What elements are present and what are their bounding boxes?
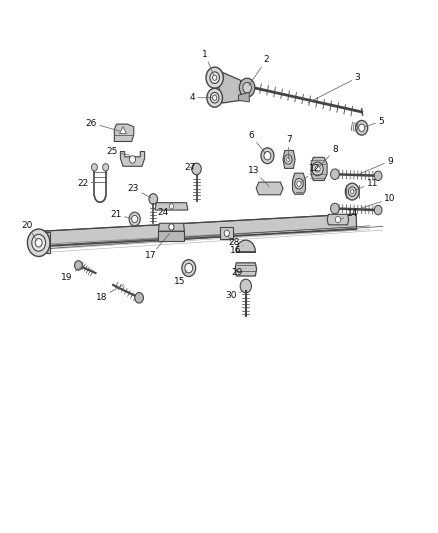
Text: 15: 15 xyxy=(173,270,187,286)
Text: 13: 13 xyxy=(248,166,269,187)
Circle shape xyxy=(35,239,42,247)
Text: 28: 28 xyxy=(229,238,243,247)
Circle shape xyxy=(284,155,292,164)
Circle shape xyxy=(182,260,196,277)
Text: 21: 21 xyxy=(110,211,132,219)
Polygon shape xyxy=(159,223,184,231)
Polygon shape xyxy=(283,150,295,168)
Polygon shape xyxy=(159,231,184,241)
Text: 10: 10 xyxy=(359,195,396,209)
Circle shape xyxy=(297,181,301,187)
Circle shape xyxy=(212,75,217,80)
Polygon shape xyxy=(155,203,188,210)
Text: 7: 7 xyxy=(286,135,292,159)
Circle shape xyxy=(345,183,359,200)
Circle shape xyxy=(132,215,138,223)
Bar xyxy=(42,232,50,253)
Circle shape xyxy=(359,124,365,132)
Text: 6: 6 xyxy=(248,131,266,154)
Circle shape xyxy=(212,95,217,100)
Circle shape xyxy=(240,279,251,293)
Text: 22: 22 xyxy=(77,179,97,188)
Circle shape xyxy=(169,224,174,230)
Polygon shape xyxy=(327,214,349,225)
Text: 29: 29 xyxy=(231,268,246,277)
Text: 27: 27 xyxy=(184,163,195,172)
Circle shape xyxy=(169,204,173,209)
Text: 26: 26 xyxy=(86,118,120,131)
Circle shape xyxy=(239,78,255,97)
Circle shape xyxy=(32,235,46,251)
Polygon shape xyxy=(293,173,305,194)
Circle shape xyxy=(331,203,339,214)
Text: 5: 5 xyxy=(364,117,384,127)
Text: 25: 25 xyxy=(106,147,130,156)
Text: 8: 8 xyxy=(319,145,338,167)
Text: 2: 2 xyxy=(249,55,269,85)
Circle shape xyxy=(74,261,82,270)
Circle shape xyxy=(149,193,158,204)
Text: 18: 18 xyxy=(95,285,124,302)
Circle shape xyxy=(312,162,323,176)
Circle shape xyxy=(210,72,219,84)
Circle shape xyxy=(206,67,223,88)
Text: 1: 1 xyxy=(202,50,214,75)
Circle shape xyxy=(185,263,193,273)
Text: 12: 12 xyxy=(301,164,321,183)
Text: 19: 19 xyxy=(61,265,84,281)
Text: 16: 16 xyxy=(228,236,241,255)
Circle shape xyxy=(102,164,109,171)
Polygon shape xyxy=(219,72,240,103)
Polygon shape xyxy=(120,127,127,134)
Circle shape xyxy=(356,120,368,135)
Circle shape xyxy=(192,163,201,175)
Circle shape xyxy=(129,212,140,226)
Text: 17: 17 xyxy=(145,233,170,261)
Text: 4: 4 xyxy=(189,93,212,102)
Circle shape xyxy=(286,157,290,161)
Bar xyxy=(220,228,233,239)
Circle shape xyxy=(264,151,271,160)
Text: 11: 11 xyxy=(355,179,378,190)
Wedge shape xyxy=(236,240,255,252)
Circle shape xyxy=(315,166,320,172)
Polygon shape xyxy=(114,124,134,141)
Text: 14: 14 xyxy=(340,209,358,220)
Circle shape xyxy=(224,230,230,237)
Circle shape xyxy=(243,83,251,93)
Text: 20: 20 xyxy=(21,221,37,240)
Circle shape xyxy=(28,229,50,256)
Polygon shape xyxy=(238,92,249,102)
Circle shape xyxy=(295,179,304,189)
Polygon shape xyxy=(38,214,357,247)
Circle shape xyxy=(135,293,143,303)
Text: 3: 3 xyxy=(308,73,360,103)
Circle shape xyxy=(210,92,219,103)
Text: 24: 24 xyxy=(157,207,171,217)
Polygon shape xyxy=(120,151,145,166)
Circle shape xyxy=(374,205,382,215)
Text: 30: 30 xyxy=(226,291,243,300)
Polygon shape xyxy=(256,182,283,195)
Circle shape xyxy=(207,88,223,107)
Circle shape xyxy=(92,164,98,171)
Circle shape xyxy=(130,156,135,163)
Text: 23: 23 xyxy=(128,184,151,198)
Circle shape xyxy=(331,169,339,180)
Circle shape xyxy=(261,148,274,164)
Polygon shape xyxy=(311,157,327,181)
Circle shape xyxy=(336,216,340,223)
Circle shape xyxy=(348,187,356,196)
Circle shape xyxy=(374,171,382,181)
Circle shape xyxy=(350,190,354,193)
Polygon shape xyxy=(235,263,257,276)
Text: 9: 9 xyxy=(359,157,393,174)
